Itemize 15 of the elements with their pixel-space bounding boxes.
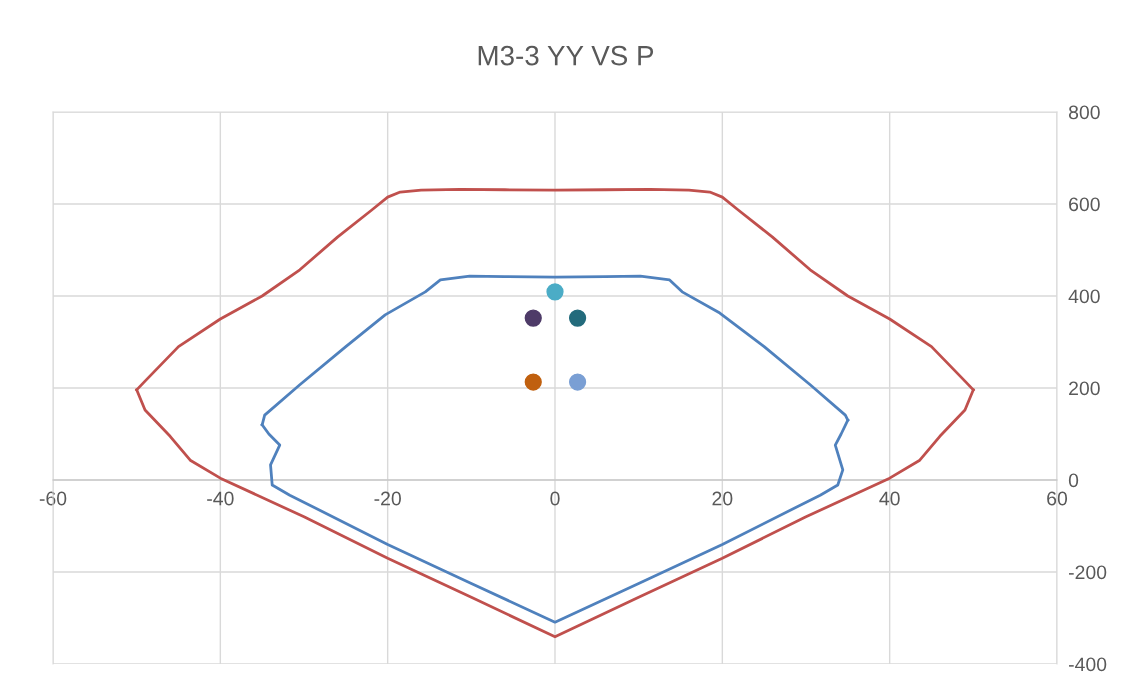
x-tick-label: 0	[550, 491, 560, 506]
x-tick-label: 20	[712, 491, 733, 506]
x-tick-label: -20	[374, 491, 401, 506]
y-tick-label: 400	[1068, 289, 1100, 304]
x-tick-label: -40	[207, 491, 234, 506]
x-tick-label: 60	[1047, 491, 1068, 506]
y-tick-label: 200	[1069, 381, 1100, 396]
x-tick-label: 40	[879, 491, 900, 506]
chart-title: M3-3 YY VS P	[478, 45, 654, 66]
x-tick-label: -60	[39, 491, 67, 506]
y-tick-label: 0	[1068, 473, 1079, 488]
y-tick-label: 600	[1069, 197, 1100, 212]
y-tick-label: -200	[1068, 565, 1107, 580]
y-tick-label: -400	[1068, 657, 1107, 672]
y-tick-label: 800	[1068, 105, 1100, 120]
